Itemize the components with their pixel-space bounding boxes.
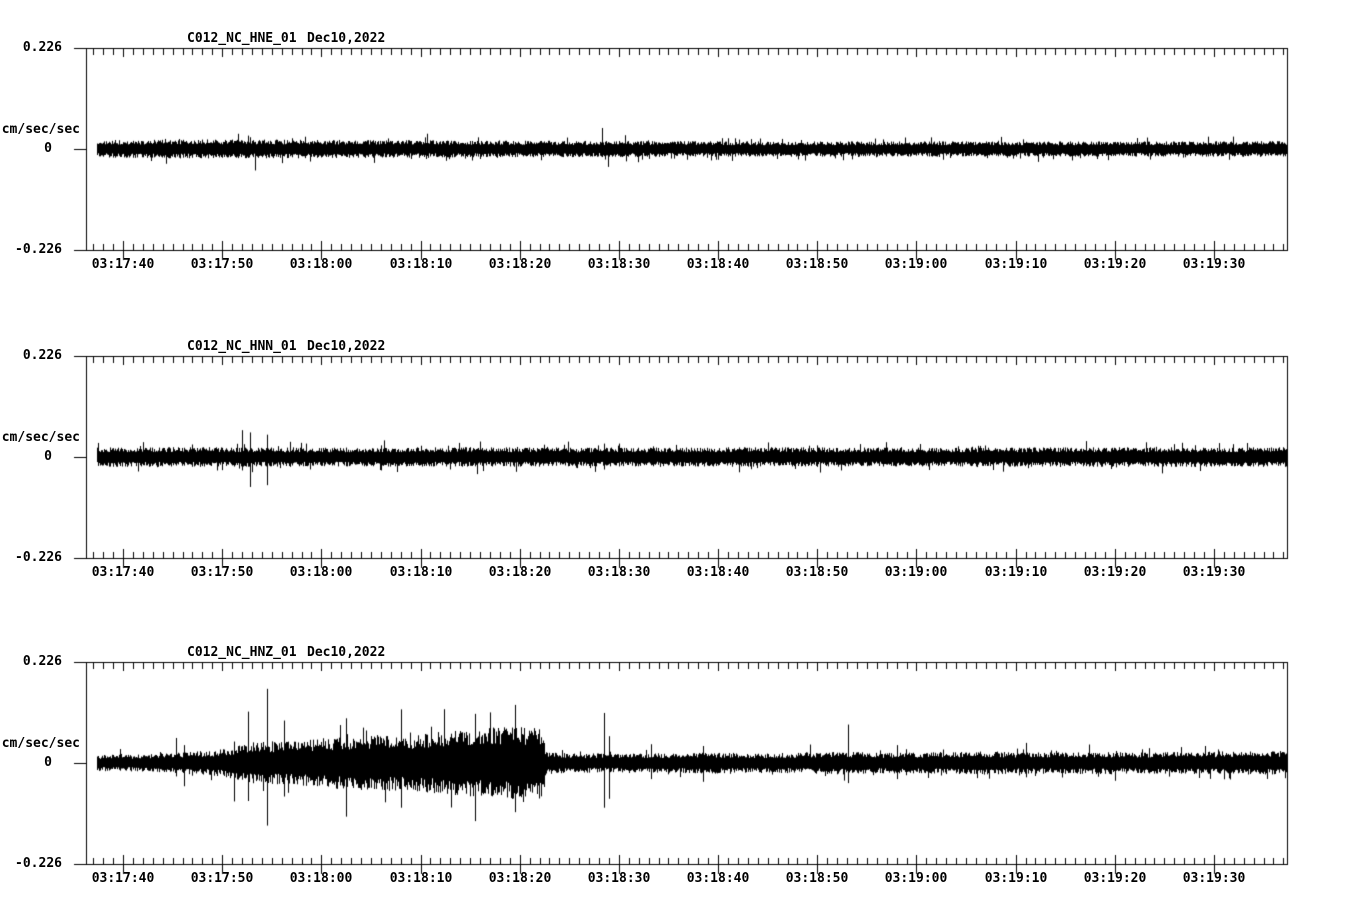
x-tick-label: 03:17:50 — [190, 257, 254, 272]
x-tick-label: 03:18:50 — [785, 257, 849, 272]
x-tick-label: 03:19:30 — [1182, 257, 1246, 272]
y-axis-unit-label: cm/sec/sec — [1, 736, 80, 751]
x-tick-label: 03:19:10 — [984, 871, 1048, 886]
y-tick-label-min: -0.226 — [15, 242, 62, 257]
x-tick-label: 03:18:40 — [686, 257, 750, 272]
x-tick-label: 03:19:00 — [884, 565, 948, 580]
x-tick-label: 03:18:10 — [389, 257, 453, 272]
x-tick-label: 03:19:00 — [884, 257, 948, 272]
y-axis-unit-label: cm/sec/sec — [1, 122, 80, 137]
y-tick-label-zero: 0 — [44, 449, 52, 464]
panel-title-station: C012_NC_HNZ_01 — [187, 645, 297, 660]
y-tick-label-min: -0.226 — [15, 856, 62, 871]
x-tick-label: 03:17:40 — [91, 871, 155, 886]
x-tick-label: 03:18:00 — [289, 871, 353, 886]
x-tick-label: 03:18:10 — [389, 565, 453, 580]
x-tick-label: 03:19:10 — [984, 257, 1048, 272]
y-tick-label-zero: 0 — [44, 141, 52, 156]
x-tick-label: 03:18:50 — [785, 871, 849, 886]
x-tick-label: 03:18:00 — [289, 257, 353, 272]
x-tick-label: 03:18:50 — [785, 565, 849, 580]
y-tick-label-zero: 0 — [44, 755, 52, 770]
panel-title-station: C012_NC_HNN_01 — [187, 339, 297, 354]
panel-title-date: Dec10,2022 — [307, 645, 386, 660]
x-tick-label: 03:19:30 — [1182, 871, 1246, 886]
x-tick-label: 03:18:00 — [289, 565, 353, 580]
panel-title-station: C012_NC_HNE_01 — [187, 31, 297, 46]
x-tick-label: 03:17:50 — [190, 871, 254, 886]
x-tick-label: 03:18:40 — [686, 565, 750, 580]
x-tick-label: 03:18:20 — [488, 565, 552, 580]
x-tick-label: 03:18:40 — [686, 871, 750, 886]
x-tick-label: 03:19:20 — [1083, 565, 1147, 580]
x-tick-label: 03:19:30 — [1182, 565, 1246, 580]
x-tick-label: 03:17:50 — [190, 565, 254, 580]
x-tick-label: 03:17:40 — [91, 257, 155, 272]
x-tick-label: 03:18:30 — [587, 257, 651, 272]
x-tick-label: 03:19:20 — [1083, 871, 1147, 886]
x-tick-label: 03:17:40 — [91, 565, 155, 580]
y-tick-label-max: 0.226 — [22, 654, 62, 669]
y-tick-label-min: -0.226 — [15, 550, 62, 565]
x-tick-label: 03:19:10 — [984, 565, 1048, 580]
x-tick-label: 03:18:20 — [488, 871, 552, 886]
panel-title-date: Dec10,2022 — [307, 31, 386, 46]
x-tick-label: 03:19:20 — [1083, 257, 1147, 272]
y-axis-unit-label: cm/sec/sec — [1, 430, 80, 445]
panel-title-date: Dec10,2022 — [307, 339, 386, 354]
y-tick-label-max: 0.226 — [22, 40, 62, 55]
y-tick-label-max: 0.226 — [22, 348, 62, 363]
x-tick-label: 03:18:10 — [389, 871, 453, 886]
x-tick-label: 03:19:00 — [884, 871, 948, 886]
x-tick-label: 03:18:30 — [587, 871, 651, 886]
x-tick-label: 03:18:30 — [587, 565, 651, 580]
x-tick-label: 03:18:20 — [488, 257, 552, 272]
